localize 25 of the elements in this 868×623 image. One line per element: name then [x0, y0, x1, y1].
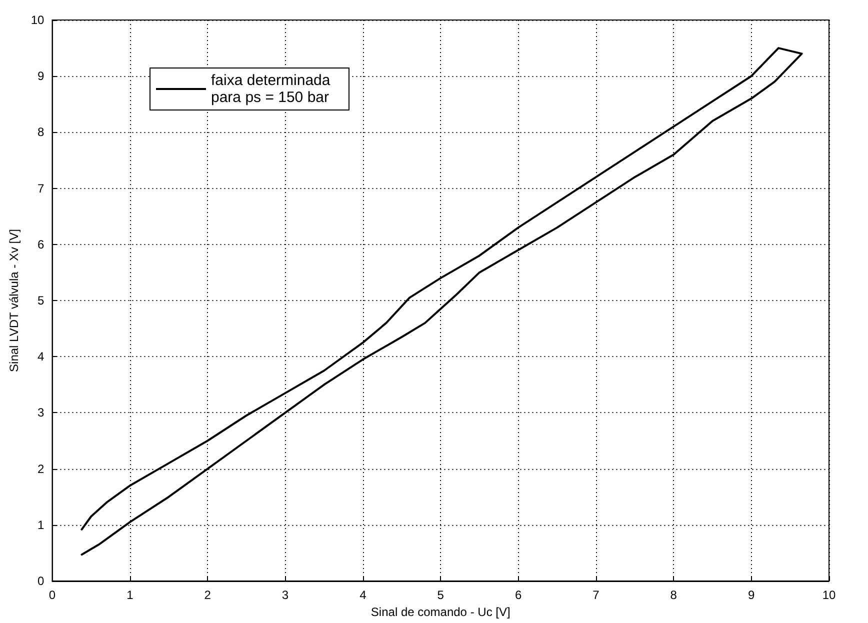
y-tick-label: 2: [38, 462, 45, 476]
x-tick-label: 4: [360, 588, 367, 602]
y-tick-label: 3: [38, 406, 45, 420]
y-tick-label: 7: [38, 181, 45, 196]
x-tick-label: 5: [437, 588, 444, 602]
y-tick-label: 5: [38, 294, 45, 308]
y-tick-label: 8: [38, 125, 45, 140]
y-tick-label: 4: [38, 350, 45, 364]
x-tick-label: 10: [822, 588, 836, 602]
legend-label: faixa determinada para ps = 150 bar: [211, 72, 334, 106]
y-tick-label: 0: [38, 574, 45, 588]
y-tick-label: 10: [30, 13, 45, 27]
y-axis-title: Sinal LVDT válvula - Xv [V]: [7, 229, 21, 372]
x-tick-label: 6: [514, 588, 522, 602]
y-tick-label: 9: [38, 69, 45, 84]
y-tick-label: 6: [38, 237, 45, 252]
x-tick-label: 3: [282, 588, 289, 602]
x-axis-title: Sinal de comando - Uc [V]: [370, 604, 510, 619]
x-tick-label: 9: [748, 588, 755, 602]
x-tick-label: 0: [48, 588, 56, 602]
x-tick-label: 8: [670, 588, 678, 602]
x-tick-label: 7: [592, 588, 600, 602]
x-tick-label: 2: [204, 588, 212, 602]
y-tick-label: 1: [38, 518, 45, 532]
x-tick-label: 1: [126, 588, 134, 602]
